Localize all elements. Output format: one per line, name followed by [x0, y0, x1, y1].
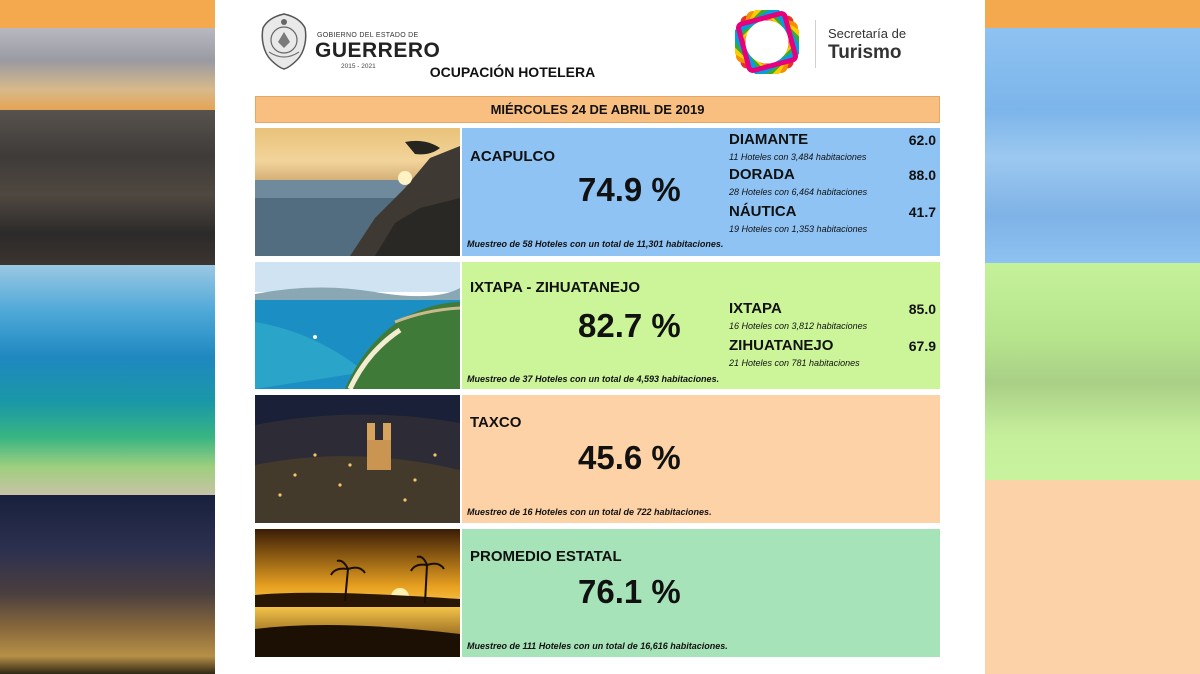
subzone-name: DORADA — [729, 166, 795, 183]
region-name: IXTAPA - ZIHUATANEJO — [470, 279, 640, 296]
subzone-note: 11 Hoteles con 3,484 habitaciones — [729, 152, 867, 162]
subzone-value: 67.9 — [908, 338, 936, 354]
sample-note: Muestreo de 16 Hoteles con un total de 7… — [467, 507, 712, 517]
subzone-value: 88.0 — [908, 167, 936, 183]
subzone-note: 19 Hoteles con 1,353 habitaciones — [729, 224, 868, 234]
subzone-value: 62.0 — [908, 132, 936, 148]
gov-state-name: GUERRERO — [315, 39, 441, 62]
region-row-taxco: TAXCO 45.6 % Muestreo de 16 Hoteles con … — [255, 395, 940, 523]
subzone-name: DIAMANTE — [729, 131, 809, 148]
region-percentage: 76.1 % — [578, 573, 681, 610]
region-name: TAXCO — [470, 414, 522, 431]
subzone-note: 28 Hoteles con 6,464 habitaciones — [729, 187, 868, 197]
report-date-bar: MIÉRCOLES 24 DE ABRIL DE 2019 — [255, 96, 940, 123]
taxco-panel: TAXCO 45.6 % Muestreo de 16 Hoteles con … — [462, 395, 940, 523]
subzone-note: 16 Hoteles con 3,812 habitaciones — [729, 321, 868, 331]
sample-note: Muestreo de 58 Hoteles con un total de 1… — [467, 239, 724, 249]
right-blurred-panel — [985, 0, 1200, 674]
subzone-name: IXTAPA — [729, 300, 782, 317]
logo-separator — [815, 20, 816, 68]
region-row-promedio-estatal: PROMEDIO ESTATAL 76.1 % Muestreo de 111 … — [255, 529, 940, 657]
turismo-emblem-icon — [735, 10, 799, 74]
sample-note: Muestreo de 37 Hoteles con un total de 4… — [467, 374, 720, 384]
occupancy-report: GOBIERNO DEL ESTADO DE GUERRERO 2015 - 2… — [215, 0, 985, 674]
gov-small-label: GOBIERNO DEL ESTADO DE — [317, 32, 419, 39]
left-blurred-panel — [0, 0, 215, 674]
acapulco-panel: ACAPULCO 74.9 % DIAMANTE 62.0 11 Hoteles… — [462, 128, 940, 256]
subzone-name: ZIHUATANEJO — [729, 337, 834, 354]
ixtapa-zihuatanejo-panel: IXTAPA - ZIHUATANEJO 82.7 % IXTAPA 85.0 … — [462, 262, 940, 389]
guerrero-government-logo: GOBIERNO DEL ESTADO DE GUERRERO 2015 - 2… — [259, 12, 441, 72]
report-title: OCUPACIÓN HOTELERA — [429, 64, 596, 80]
region-name: PROMEDIO ESTATAL — [470, 548, 622, 565]
ixtapa-zihuatanejo-photo — [255, 262, 460, 389]
sample-note: Muestreo de 111 Hoteles con un total de … — [467, 641, 728, 651]
subzone-note: 21 Hoteles con 781 habitaciones — [729, 358, 860, 368]
state-average-panel: PROMEDIO ESTATAL 76.1 % Muestreo de 111 … — [462, 529, 940, 657]
region-row-ixtapa-zihuatanejo: IXTAPA - ZIHUATANEJO 82.7 % IXTAPA 85.0 … — [255, 262, 940, 389]
state-average-photo — [255, 529, 460, 657]
gov-years: 2015 - 2021 — [341, 63, 376, 70]
acapulco-photo — [255, 128, 460, 256]
region-percentage: 82.7 % — [578, 307, 681, 344]
subzone-value: 41.7 — [908, 204, 936, 220]
taxco-photo — [255, 395, 460, 523]
region-percentage: 45.6 % — [578, 439, 681, 476]
subzone-name: NÁUTICA — [729, 203, 797, 220]
turismo-label-line2: Turismo — [828, 42, 902, 63]
secretaria-turismo-logo: Secretaría de Turismo — [735, 10, 935, 74]
turismo-label-line1: Secretaría de — [828, 26, 907, 41]
region-percentage: 74.9 % — [578, 171, 681, 208]
region-name: ACAPULCO — [470, 148, 555, 165]
subzone-value: 85.0 — [908, 301, 936, 317]
region-row-acapulco: ACAPULCO 74.9 % DIAMANTE 62.0 11 Hoteles… — [255, 128, 940, 256]
guerrero-seal-icon — [261, 13, 307, 70]
